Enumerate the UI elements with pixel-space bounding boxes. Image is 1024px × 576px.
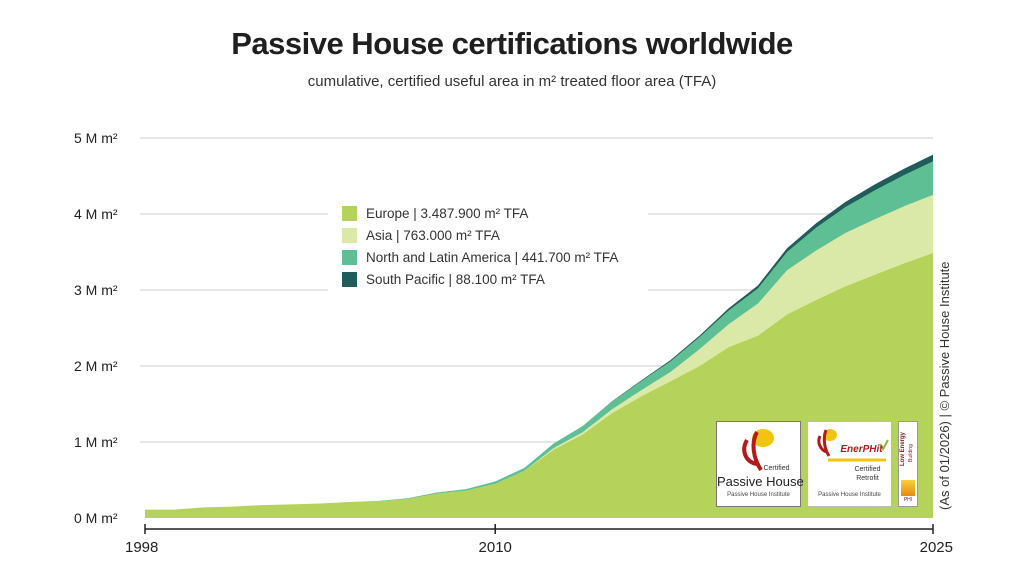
- logo-retrofit-text: Retrofit: [856, 475, 879, 482]
- legend-swatch: [342, 205, 357, 221]
- y-tick-label: 2 M m²: [74, 358, 118, 374]
- logo-passive-house-text: Passive House: [717, 474, 804, 489]
- logo-enerphit-institute-text: Passive House Institute: [818, 492, 881, 498]
- passive-house-symbol-icon: [742, 429, 774, 472]
- logo-low-energy-text: Low Energy: [900, 431, 906, 466]
- logo-enerphit-text: EnerPHit: [840, 444, 883, 455]
- low-energy-gradient-icon: [901, 480, 915, 496]
- x-tick-label: 2010: [479, 539, 512, 556]
- legend-label: North and Latin America | 441.700 m² TFA: [366, 249, 619, 265]
- enerphit-symbol-icon: [817, 429, 889, 462]
- passive-house-certified-logo: Certified Passive House Passive House In…: [716, 421, 804, 507]
- legend-label: Europe | 3.487.900 m² TFA: [366, 205, 529, 221]
- logo-enerphit-certified-text: Certified: [854, 466, 881, 473]
- chart-legend: Europe | 3.487.900 m² TFA Asia | 763.000 …: [328, 198, 648, 292]
- legend-label: Asia | 763.000 m² TFA: [366, 227, 500, 243]
- x-tick-label: 1998: [125, 539, 158, 556]
- enerphit-certified-retrofit-logo: EnerPHit Certified Retrofit Passive Hous…: [807, 421, 892, 507]
- logo-institute-text: Passive House Institute: [727, 492, 790, 498]
- y-tick-label: 4 M m²: [74, 206, 118, 222]
- low-energy-building-logo: Low Energy Building PHI: [898, 421, 918, 507]
- logo-certified-text: Certified: [763, 465, 790, 472]
- legend-swatch: [342, 249, 357, 265]
- logo-phi-text: PHI: [903, 497, 913, 503]
- copyright-text: (As of 01/2026) | © Passive House Instit…: [937, 261, 952, 510]
- chart-subtitle: cumulative, certified useful area in m² …: [307, 73, 717, 90]
- legend-label: South Pacific | 88.100 m² TFA: [366, 271, 545, 287]
- legend-item: North and Latin America | 441.700 m² TFA: [342, 247, 618, 267]
- y-tick-label: 5 M m²: [74, 130, 118, 146]
- legend-item: Asia | 763.000 m² TFA: [342, 225, 500, 245]
- chart-title: Passive House certifications worldwide: [231, 26, 793, 61]
- legend-swatch: [342, 271, 357, 287]
- legend-item: Europe | 3.487.900 m² TFA: [342, 203, 528, 223]
- logo-building-text: Building: [908, 444, 914, 462]
- legend-swatch: [342, 227, 357, 243]
- y-tick-label: 1 M m²: [74, 434, 118, 450]
- legend-item: South Pacific | 88.100 m² TFA: [342, 269, 545, 289]
- y-tick-label: 3 M m²: [74, 282, 118, 298]
- y-tick-label: 0 M m²: [74, 510, 118, 526]
- x-tick-label: 2025: [920, 539, 953, 556]
